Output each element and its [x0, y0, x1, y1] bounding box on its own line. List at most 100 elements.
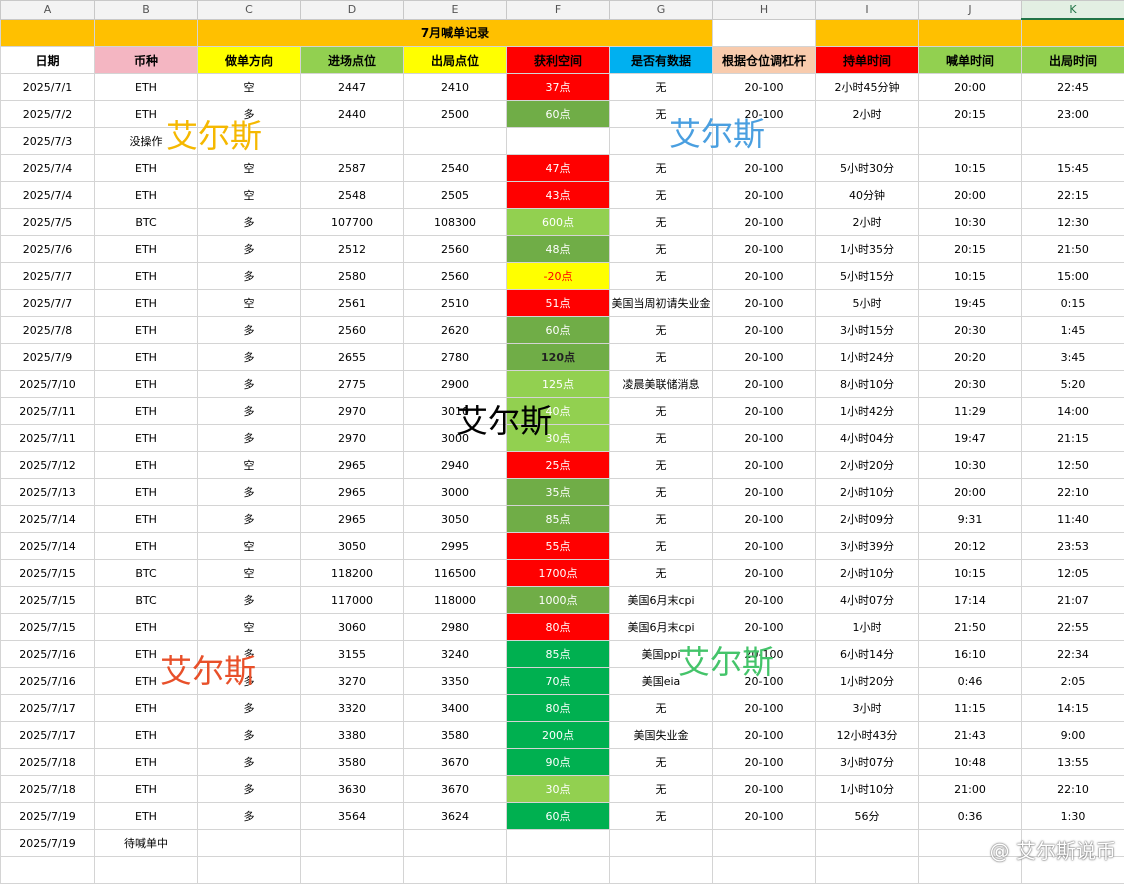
profit-cell[interactable]: -20点: [507, 263, 610, 290]
coin-cell[interactable]: ETH: [95, 641, 198, 668]
entry-cell[interactable]: 3630: [301, 776, 404, 803]
exit-cell[interactable]: 2620: [404, 317, 507, 344]
hold-time-cell[interactable]: 2小时45分钟: [816, 74, 919, 101]
column-header-j[interactable]: J: [919, 1, 1022, 20]
hold-time-cell[interactable]: 56分: [816, 803, 919, 830]
coin-cell[interactable]: ETH: [95, 155, 198, 182]
hold-time-cell[interactable]: 6小时14分: [816, 641, 919, 668]
data-cell[interactable]: 无: [610, 749, 713, 776]
call-time-cell[interactable]: 20:12: [919, 533, 1022, 560]
empty-cell[interactable]: [95, 857, 198, 884]
exit-cell[interactable]: 2560: [404, 263, 507, 290]
coin-cell[interactable]: ETH: [95, 614, 198, 641]
date-cell[interactable]: 2025/7/17: [1, 695, 95, 722]
exit-cell[interactable]: 3624: [404, 803, 507, 830]
data-cell[interactable]: 无: [610, 344, 713, 371]
exit-time-cell[interactable]: 14:15: [1022, 695, 1124, 722]
exit-time-cell[interactable]: 23:53: [1022, 533, 1124, 560]
entry-cell[interactable]: 3060: [301, 614, 404, 641]
exit-time-cell[interactable]: 3:45: [1022, 344, 1124, 371]
leverage-cell[interactable]: 20-100: [713, 641, 816, 668]
exit-cell[interactable]: 2940: [404, 452, 507, 479]
date-cell[interactable]: 2025/7/15: [1, 587, 95, 614]
hold-time-cell[interactable]: 3小时07分: [816, 749, 919, 776]
data-cell[interactable]: 无: [610, 776, 713, 803]
leverage-cell[interactable]: 20-100: [713, 668, 816, 695]
profit-cell[interactable]: 200点: [507, 722, 610, 749]
coin-cell[interactable]: ETH: [95, 479, 198, 506]
leverage-cell[interactable]: 20-100: [713, 290, 816, 317]
call-time-cell[interactable]: 21:43: [919, 722, 1022, 749]
data-cell[interactable]: 无: [610, 74, 713, 101]
direction-cell[interactable]: 多: [198, 236, 301, 263]
call-time-cell[interactable]: 0:36: [919, 803, 1022, 830]
column-header-g[interactable]: G: [610, 1, 713, 20]
exit-time-cell[interactable]: 9:00: [1022, 722, 1124, 749]
date-cell[interactable]: 2025/7/17: [1, 722, 95, 749]
entry-cell[interactable]: 3320: [301, 695, 404, 722]
column-header-e[interactable]: E: [404, 1, 507, 20]
exit-cell[interactable]: [404, 128, 507, 155]
exit-time-cell[interactable]: 15:00: [1022, 263, 1124, 290]
profit-cell[interactable]: 60点: [507, 803, 610, 830]
entry-cell[interactable]: 3050: [301, 533, 404, 560]
leverage-cell[interactable]: 20-100: [713, 101, 816, 128]
date-cell[interactable]: 2025/7/9: [1, 344, 95, 371]
entry-cell[interactable]: 2970: [301, 398, 404, 425]
cell[interactable]: [95, 19, 198, 47]
profit-cell[interactable]: 51点: [507, 290, 610, 317]
exit-time-cell[interactable]: 23:00: [1022, 101, 1124, 128]
coin-cell[interactable]: ETH: [95, 371, 198, 398]
leverage-cell[interactable]: 20-100: [713, 452, 816, 479]
date-cell[interactable]: 2025/7/18: [1, 776, 95, 803]
entry-cell[interactable]: 2655: [301, 344, 404, 371]
exit-cell[interactable]: 3670: [404, 776, 507, 803]
exit-cell[interactable]: 108300: [404, 209, 507, 236]
exit-cell[interactable]: 3010: [404, 398, 507, 425]
data-cell[interactable]: 无: [610, 803, 713, 830]
coin-cell[interactable]: ETH: [95, 749, 198, 776]
exit-cell[interactable]: 2505: [404, 182, 507, 209]
hold-time-cell[interactable]: 1小时42分: [816, 398, 919, 425]
exit-cell[interactable]: 3580: [404, 722, 507, 749]
exit-cell[interactable]: 2780: [404, 344, 507, 371]
call-time-cell[interactable]: 16:10: [919, 641, 1022, 668]
call-time-cell[interactable]: 19:45: [919, 290, 1022, 317]
date-cell[interactable]: 2025/7/16: [1, 668, 95, 695]
entry-cell[interactable]: 2512: [301, 236, 404, 263]
exit-time-cell[interactable]: [1022, 128, 1124, 155]
exit-cell[interactable]: 3000: [404, 479, 507, 506]
direction-cell[interactable]: 多: [198, 695, 301, 722]
column-header-f[interactable]: F: [507, 1, 610, 20]
coin-cell[interactable]: ETH: [95, 533, 198, 560]
hold-time-cell[interactable]: 3小时15分: [816, 317, 919, 344]
data-cell[interactable]: 凌晨美联储消息: [610, 371, 713, 398]
coin-cell[interactable]: ETH: [95, 101, 198, 128]
call-time-cell[interactable]: 20:15: [919, 101, 1022, 128]
column-header-a[interactable]: A: [1, 1, 95, 20]
date-cell[interactable]: 2025/7/8: [1, 317, 95, 344]
date-cell[interactable]: 2025/7/10: [1, 371, 95, 398]
call-time-cell[interactable]: 10:30: [919, 452, 1022, 479]
hold-time-cell[interactable]: 1小时24分: [816, 344, 919, 371]
hold-time-cell[interactable]: 3小时39分: [816, 533, 919, 560]
direction-cell[interactable]: 多: [198, 776, 301, 803]
data-cell[interactable]: 美国eia: [610, 668, 713, 695]
date-cell[interactable]: 2025/7/4: [1, 155, 95, 182]
direction-cell[interactable]: 多: [198, 803, 301, 830]
column-header-i[interactable]: I: [816, 1, 919, 20]
leverage-cell[interactable]: 20-100: [713, 614, 816, 641]
exit-cell[interactable]: [404, 830, 507, 857]
exit-time-cell[interactable]: 12:50: [1022, 452, 1124, 479]
empty-cell[interactable]: [1, 857, 95, 884]
hold-time-cell[interactable]: 2小时20分: [816, 452, 919, 479]
profit-cell[interactable]: 60点: [507, 317, 610, 344]
date-cell[interactable]: 2025/7/19: [1, 803, 95, 830]
exit-cell[interactable]: 116500: [404, 560, 507, 587]
leverage-cell[interactable]: 20-100: [713, 560, 816, 587]
profit-cell[interactable]: [507, 830, 610, 857]
hold-time-cell[interactable]: 2小时: [816, 209, 919, 236]
date-cell[interactable]: 2025/7/15: [1, 560, 95, 587]
hold-time-cell[interactable]: 2小时09分: [816, 506, 919, 533]
exit-time-cell[interactable]: 21:50: [1022, 236, 1124, 263]
